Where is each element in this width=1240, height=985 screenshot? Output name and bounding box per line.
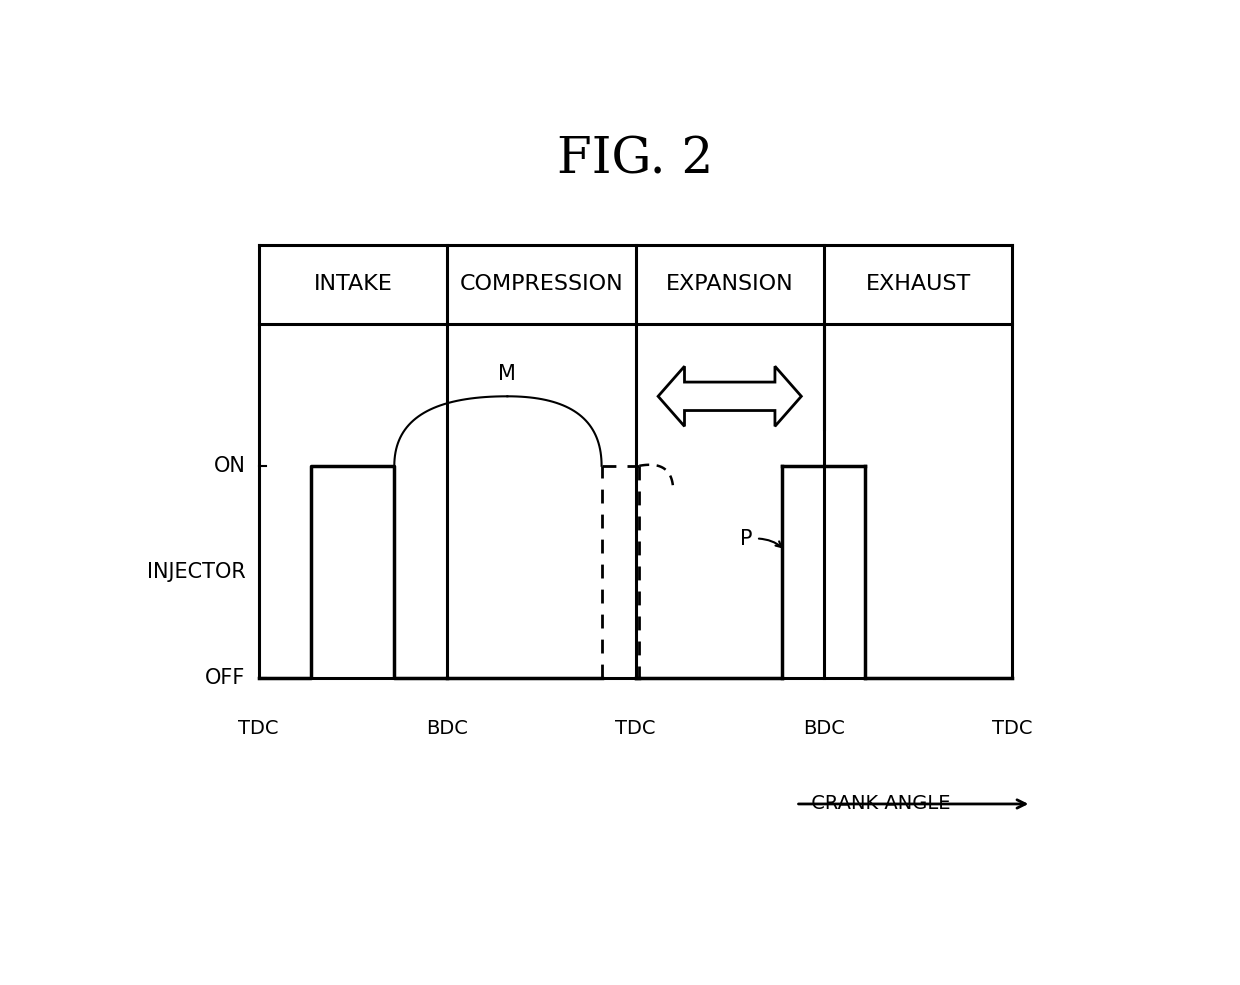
Text: CRANK ANGLE: CRANK ANGLE	[805, 795, 951, 814]
Text: TDC: TDC	[238, 719, 279, 738]
Text: COMPRESSION: COMPRESSION	[460, 274, 622, 295]
Text: FIG. 2: FIG. 2	[557, 135, 714, 184]
Text: OFF: OFF	[205, 668, 246, 688]
Text: TDC: TDC	[992, 719, 1033, 738]
Text: BDC: BDC	[804, 719, 844, 738]
Text: EXHAUST: EXHAUST	[866, 274, 971, 295]
Text: ON: ON	[213, 456, 246, 476]
Text: BDC: BDC	[427, 719, 467, 738]
Text: INTAKE: INTAKE	[314, 274, 392, 295]
Text: INJECTOR: INJECTOR	[146, 561, 246, 582]
Polygon shape	[658, 366, 801, 427]
Text: TDC: TDC	[615, 719, 656, 738]
Text: EXPANSION: EXPANSION	[666, 274, 794, 295]
Text: P: P	[740, 529, 753, 549]
Text: M: M	[498, 363, 516, 383]
